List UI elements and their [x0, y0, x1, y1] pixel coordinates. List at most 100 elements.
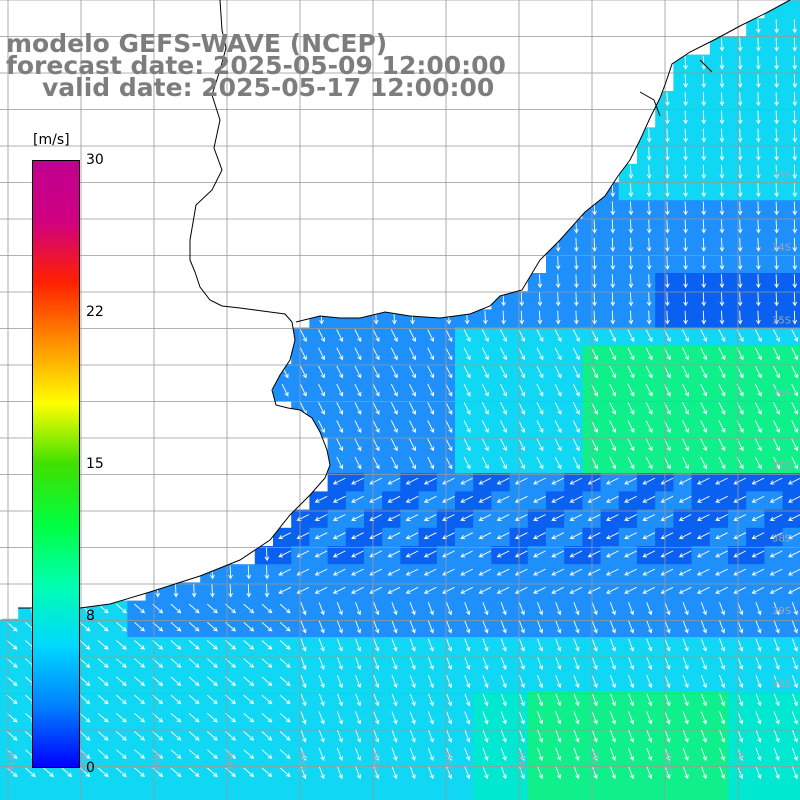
- wind-arrow: [554, 329, 562, 343]
- wind-speed-cell: [527, 673, 547, 693]
- wind-arrow: [646, 146, 652, 161]
- wind-arrow: [500, 765, 507, 780]
- wind-arrow: [733, 477, 747, 485]
- wind-arrow: [551, 568, 564, 576]
- wind-arrow: [264, 565, 270, 580]
- wind-arrow: [482, 656, 489, 670]
- wind-speed-cell: [309, 691, 329, 711]
- wind-arrow: [569, 495, 583, 503]
- wind-speed-cell: [673, 254, 693, 274]
- wind-arrow: [591, 438, 598, 452]
- wind-arrow: [555, 693, 562, 707]
- wind-arrow: [791, 693, 798, 707]
- wind-arrow: [773, 747, 780, 761]
- wind-arrow: [460, 550, 473, 558]
- wind-arrow: [446, 674, 453, 689]
- wind-arrow: [170, 731, 182, 741]
- wind-arrow: [300, 765, 307, 780]
- wind-arrow: [787, 532, 800, 540]
- wind-speed-cell: [600, 254, 620, 274]
- wind-arrow: [591, 420, 598, 434]
- wind-arrow: [409, 656, 416, 670]
- wind-arrow: [624, 550, 637, 558]
- wind-speed-cell: [673, 218, 693, 238]
- wind-arrow: [574, 292, 579, 307]
- wind-speed-cell: [764, 36, 784, 56]
- wind-speed-cell: [746, 91, 765, 110]
- wind-speed-cell: [764, 18, 784, 37]
- wind-arrow: [665, 256, 670, 271]
- wind-speed-cell: [0, 728, 19, 747]
- wind-arrow: [718, 438, 726, 452]
- wind-speed-cell: [145, 600, 165, 620]
- longitude-label: 61W: [7, 752, 17, 772]
- wind-speed-cell: [91, 764, 110, 784]
- wind-speed-cell: [327, 345, 347, 365]
- wind-speed-cell: [691, 418, 711, 438]
- wind-speed-cell: [764, 709, 784, 729]
- wind-arrow: [518, 402, 526, 415]
- wind-arrow: [664, 638, 671, 652]
- wind-speed-cell: [163, 655, 183, 674]
- wind-arrow: [719, 201, 725, 216]
- wind-speed-cell: [728, 109, 747, 128]
- wind-arrow: [572, 438, 580, 452]
- wind-speed-cell: [418, 709, 438, 729]
- wind-arrow: [665, 292, 670, 307]
- wind-speed-cell: [546, 382, 565, 401]
- wind-arrow: [116, 767, 127, 778]
- wind-arrow: [628, 656, 635, 670]
- wind-speed-cell: [455, 673, 474, 693]
- wind-speed-cell: [600, 637, 620, 656]
- wind-arrow: [646, 310, 652, 325]
- wind-speed-cell: [728, 72, 747, 92]
- wind-speed-cell: [782, 418, 800, 438]
- wind-arrow: [737, 128, 743, 143]
- wind-arrow: [733, 532, 747, 540]
- wind-arrow: [646, 620, 653, 634]
- wind-speed-cell: [728, 691, 747, 711]
- wind-arrow: [536, 456, 544, 470]
- wind-arrow: [555, 310, 561, 325]
- wind-speed-cell: [163, 600, 183, 620]
- latitude-label: 35S: [772, 315, 791, 326]
- wind-arrow: [646, 237, 652, 252]
- wind-speed-cell: [709, 746, 729, 765]
- wind-speed-cell: [691, 200, 711, 219]
- wind-arrow: [737, 237, 743, 252]
- wind-speed-cell: [382, 637, 401, 656]
- wind-arrow: [134, 640, 146, 650]
- wind-speed-cell: [345, 673, 365, 693]
- wind-arrow: [754, 383, 762, 397]
- wind-arrow: [243, 640, 255, 650]
- wind-arrow: [791, 674, 798, 689]
- wind-speed-cell: [345, 455, 365, 474]
- wind-arrow: [423, 568, 437, 576]
- wind-arrow: [279, 658, 291, 668]
- wind-speed-cell: [218, 564, 238, 583]
- wind-speed-cell: [709, 637, 729, 656]
- longitude-label: 52W: [664, 752, 674, 772]
- wind-arrow: [500, 329, 507, 343]
- wind-arrow: [373, 638, 380, 652]
- wind-arrow: [642, 568, 656, 576]
- wind-arrow: [134, 712, 146, 723]
- wind-arrow: [773, 620, 780, 634]
- wind-arrow: [537, 274, 543, 289]
- wind-arrow: [405, 586, 419, 594]
- wind-arrow: [573, 711, 580, 725]
- wind-speed-cell: [218, 709, 238, 729]
- wind-arrow: [791, 383, 799, 397]
- wind-speed-cell: [163, 728, 183, 747]
- wind-arrow: [701, 201, 707, 216]
- wind-arrow: [719, 711, 726, 725]
- wind-arrow: [646, 165, 652, 180]
- wind-speed-cell: [600, 691, 620, 711]
- wind-speed-cell: [728, 218, 747, 238]
- wind-speed-cell: [291, 709, 310, 729]
- wind-speed-cell: [236, 746, 256, 765]
- wind-arrow: [134, 603, 146, 614]
- wind-speed-cell: [254, 546, 274, 565]
- wind-arrow: [642, 477, 656, 485]
- wind-speed-cell: [327, 691, 347, 711]
